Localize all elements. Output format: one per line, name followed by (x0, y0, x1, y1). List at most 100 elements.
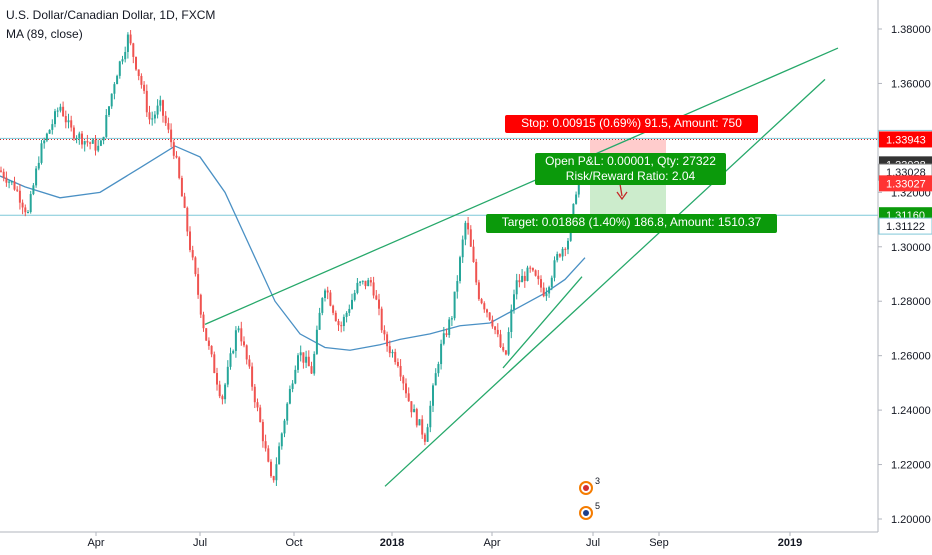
candle-body (529, 267, 532, 269)
candle-body (132, 43, 135, 57)
candle-body (124, 51, 127, 60)
canada-event-icon[interactable]: 3 (579, 476, 600, 495)
target-label[interactable]: Target: 0.01868 (1.40%) 186.8, Amount: 1… (486, 214, 777, 233)
candle-body (191, 250, 194, 258)
candle (299, 345, 302, 362)
candle (472, 239, 475, 263)
candle (48, 129, 51, 134)
candle (334, 310, 337, 322)
candle-body (545, 293, 548, 297)
candle-body (337, 321, 340, 326)
candle-body (180, 177, 183, 197)
candle (27, 210, 29, 214)
candle (348, 304, 351, 316)
candle-body (510, 309, 513, 332)
candle (32, 183, 35, 196)
rising-support-line[interactable] (502, 276, 583, 369)
candle (45, 132, 48, 143)
candle (251, 362, 254, 391)
stop-label[interactable]: Stop: 0.00915 (0.69%) 91.5, Amount: 750 (505, 115, 758, 133)
candle-body (405, 383, 407, 394)
candle-body (456, 281, 459, 292)
candle-body (475, 261, 478, 283)
candle (372, 276, 375, 299)
candle (556, 251, 559, 263)
candle (229, 347, 232, 370)
candle-body (243, 341, 245, 346)
candle-body (8, 181, 11, 183)
candle (140, 73, 143, 89)
candle (388, 340, 391, 358)
candle-body (264, 441, 267, 449)
candle-body (378, 299, 380, 309)
candle-body (170, 129, 173, 143)
candle (510, 304, 513, 339)
candle-body (448, 319, 451, 336)
candle (205, 328, 208, 342)
y-tick-label: 1.30000 (891, 242, 931, 254)
candle-body (164, 115, 167, 124)
candle-body (318, 312, 321, 330)
candle (102, 136, 105, 145)
upper-channel-line[interactable] (204, 47, 839, 325)
open-pl-label[interactable]: Open P&L: 0.00001, Qty: 27322Risk/Reward… (535, 153, 726, 185)
candle (218, 380, 221, 399)
candle (280, 432, 283, 450)
candle-body (302, 352, 305, 363)
candle-body (267, 448, 270, 462)
candle (8, 179, 11, 189)
y-tick-label: 1.20000 (891, 514, 931, 526)
candle-body (391, 351, 394, 354)
candle-body (218, 384, 221, 397)
candle (256, 398, 259, 412)
target-label-bg (486, 214, 777, 233)
candle (558, 253, 561, 258)
candle-body (37, 162, 40, 169)
candle-body (248, 359, 251, 367)
arrow-down-icon (616, 183, 628, 201)
candle-body (561, 248, 564, 257)
candle-body (140, 75, 143, 85)
candle (172, 139, 175, 160)
candle-body (94, 140, 97, 151)
candle (153, 111, 156, 124)
candle-body (5, 177, 8, 183)
candle-body (548, 287, 551, 294)
candle (480, 297, 483, 305)
candle-body (183, 196, 186, 208)
chart-title: U.S. Dollar/Canadian Dollar, 1D, FXCM (6, 8, 216, 22)
candle-body (40, 143, 43, 163)
candle-body (259, 407, 262, 422)
candle (270, 459, 272, 478)
candle (432, 383, 434, 413)
price-label: 1.31122 (878, 217, 932, 235)
candle (64, 110, 67, 129)
candle-body (237, 328, 240, 331)
candle (129, 30, 132, 46)
candle-body (205, 328, 208, 341)
us-event-icon[interactable]: 5 (579, 501, 600, 520)
candle-body (64, 116, 67, 123)
lower-channel-line[interactable] (384, 78, 826, 487)
candle-body (340, 325, 343, 327)
candle (240, 321, 243, 346)
moving-average-line (0, 145, 586, 351)
candle (461, 235, 464, 263)
candle (199, 293, 202, 319)
candle (310, 361, 313, 374)
candle-body (440, 343, 443, 365)
candle (540, 275, 542, 293)
candle (499, 329, 502, 348)
candle-body (383, 330, 386, 335)
candle-body (315, 329, 318, 354)
candle (513, 289, 515, 314)
candle-body (526, 267, 529, 281)
candle (286, 402, 289, 425)
candle (345, 311, 348, 323)
candle (89, 141, 92, 150)
candle (291, 380, 294, 393)
candle-body (189, 231, 191, 251)
x-tick-label: Apr (483, 537, 500, 549)
